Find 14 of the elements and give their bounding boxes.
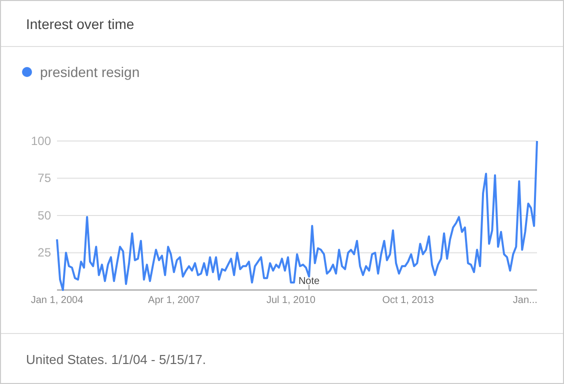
annotation: Note: [298, 276, 320, 287]
y-tick-label: 75: [38, 171, 52, 186]
y-tick-label: 50: [38, 208, 52, 222]
x-tick-label: Apr 1, 2007: [148, 295, 200, 306]
chart-title: Interest over time: [26, 16, 134, 32]
x-tick-label: Oct 1, 2013: [382, 295, 434, 306]
y-tick-label: 25: [38, 246, 52, 260]
x-tick-label: Jan...: [512, 295, 538, 306]
text: United States. 1/1/04 - 5/15/17.: [26, 352, 206, 367]
y-tick-label: 100: [30, 134, 52, 148]
x-tick-label: Jan 1, 2004: [30, 295, 84, 306]
line-series: [56, 140, 538, 291]
legend-label: president resign: [40, 64, 140, 80]
x-tick-label: Jul 1, 2010: [266, 295, 316, 306]
